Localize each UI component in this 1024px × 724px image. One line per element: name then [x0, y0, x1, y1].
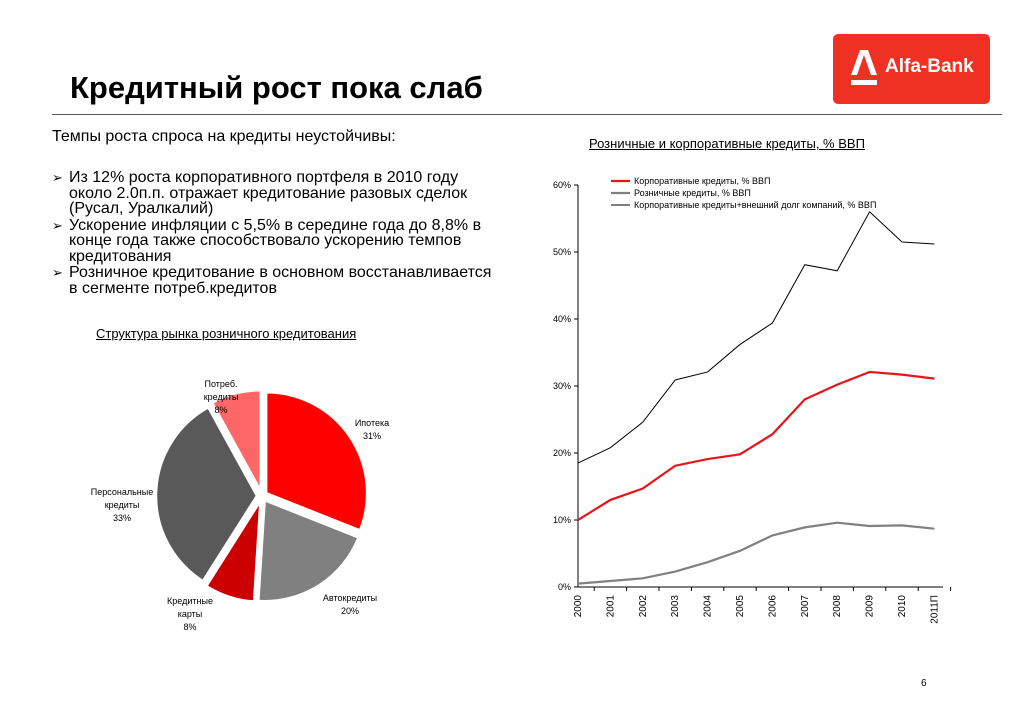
pie-slice-label: Потреб. [205, 379, 238, 389]
x-tick-label: 2009 [865, 595, 876, 618]
alfa-bank-logo: Alfa-Bank [833, 34, 990, 104]
slide-title: Кредитный рост пока слаб [70, 70, 483, 105]
series-line [577, 370, 935, 521]
pie-slice-label-group: Ипотека 31% [355, 418, 389, 441]
pie-slice [154, 405, 259, 583]
y-tick-label: 10% [553, 515, 571, 525]
page-number: 6 [921, 678, 927, 689]
x-tick-label: 2000 [573, 595, 584, 618]
pie-slice-label-group: Автокредиты 20% [323, 593, 377, 616]
x-tick-label: 2003 [670, 595, 681, 618]
pie-chart-title: Структура рынка розничного кредитования [96, 326, 357, 341]
pie-slice-value: 31% [363, 431, 381, 441]
title-divider [52, 114, 1002, 115]
pie-slice-value: 8% [214, 405, 227, 415]
bullet-arrow-icon: ➢ [52, 265, 63, 280]
x-tick-label: 2004 [703, 595, 714, 618]
legend-label: Корпоративные кредиты+внешний долг компа… [634, 200, 876, 210]
series-line [577, 521, 935, 585]
x-tick-label: 2005 [735, 595, 746, 618]
y-tick-label: 50% [553, 247, 571, 257]
pie-slice [210, 388, 263, 492]
pie-slice-label: кредиты [105, 500, 140, 510]
pie-slice-label: Ипотека [355, 418, 389, 428]
x-tick-label: 2008 [832, 595, 843, 618]
brand-name: Alfa-Bank [885, 56, 974, 77]
pie-slice-value: 8% [183, 622, 196, 632]
pie-slice-label: Кредитные [167, 596, 213, 606]
y-tick-label: 20% [553, 448, 571, 458]
pie-slice-label-group: Потреб. кредиты 8% [204, 379, 239, 415]
pie-slice [204, 500, 262, 603]
y-tick-label: 30% [553, 381, 571, 391]
y-tick-label: 40% [553, 314, 571, 324]
legend-label: Корпоративные кредиты, % ВВП [634, 176, 770, 186]
pie-slice-value: 33% [113, 513, 131, 523]
pie-slice-label: Автокредиты [323, 593, 377, 603]
x-tick-label: 2010 [897, 595, 908, 618]
x-tick-label: 2011П [929, 595, 940, 624]
bullet-list: ➢ Из 12% роста корпоративного портфеля в… [52, 170, 492, 297]
subhead: Темпы роста спроса на кредиты неустойчив… [52, 128, 396, 145]
x-tick-label: 2006 [767, 595, 778, 618]
bullet-text: Из 12% роста корпоративного портфеля в 2… [69, 169, 468, 217]
bullet-item: ➢ Из 12% роста корпоративного портфеля в… [52, 170, 492, 217]
legend-label: Розничные кредиты, % ВВП [634, 188, 751, 198]
pie-slice-label: кредиты [204, 392, 239, 402]
x-tick-label: 2007 [800, 595, 811, 618]
bullet-item: ➢ Розничное кредитование в основном восс… [52, 265, 492, 296]
pie-slice-label-group: Кредитные карты 8% [167, 596, 213, 632]
bullet-arrow-icon: ➢ [52, 170, 63, 185]
alfa-letter-icon [851, 50, 877, 85]
bullet-text: Ускорение инфляции с 5,5% в середине год… [69, 216, 482, 265]
x-tick-label: 2002 [638, 595, 649, 618]
series-line [577, 210, 935, 464]
pie-slice-label: Персональные [91, 487, 153, 497]
bullet-text: Розничное кредитование в основном восста… [69, 264, 492, 297]
bullet-item: ➢ Ускорение инфляции с 5,5% в середине г… [52, 216, 492, 265]
pie-slice-label-group: Персональные кредиты 33% [91, 487, 153, 523]
pie-slice-value: 20% [341, 606, 359, 616]
line-chart-title: Розничные и корпоративные кредиты, % ВВП [589, 136, 865, 151]
y-tick-label: 0% [558, 582, 571, 592]
y-tick-label: 60% [553, 180, 571, 190]
pie-slice [257, 498, 361, 603]
pie-slice [264, 390, 369, 532]
x-tick-label: 2001 [605, 595, 616, 618]
bullet-arrow-icon: ➢ [52, 217, 63, 233]
pie-slice-label: карты [178, 609, 203, 619]
